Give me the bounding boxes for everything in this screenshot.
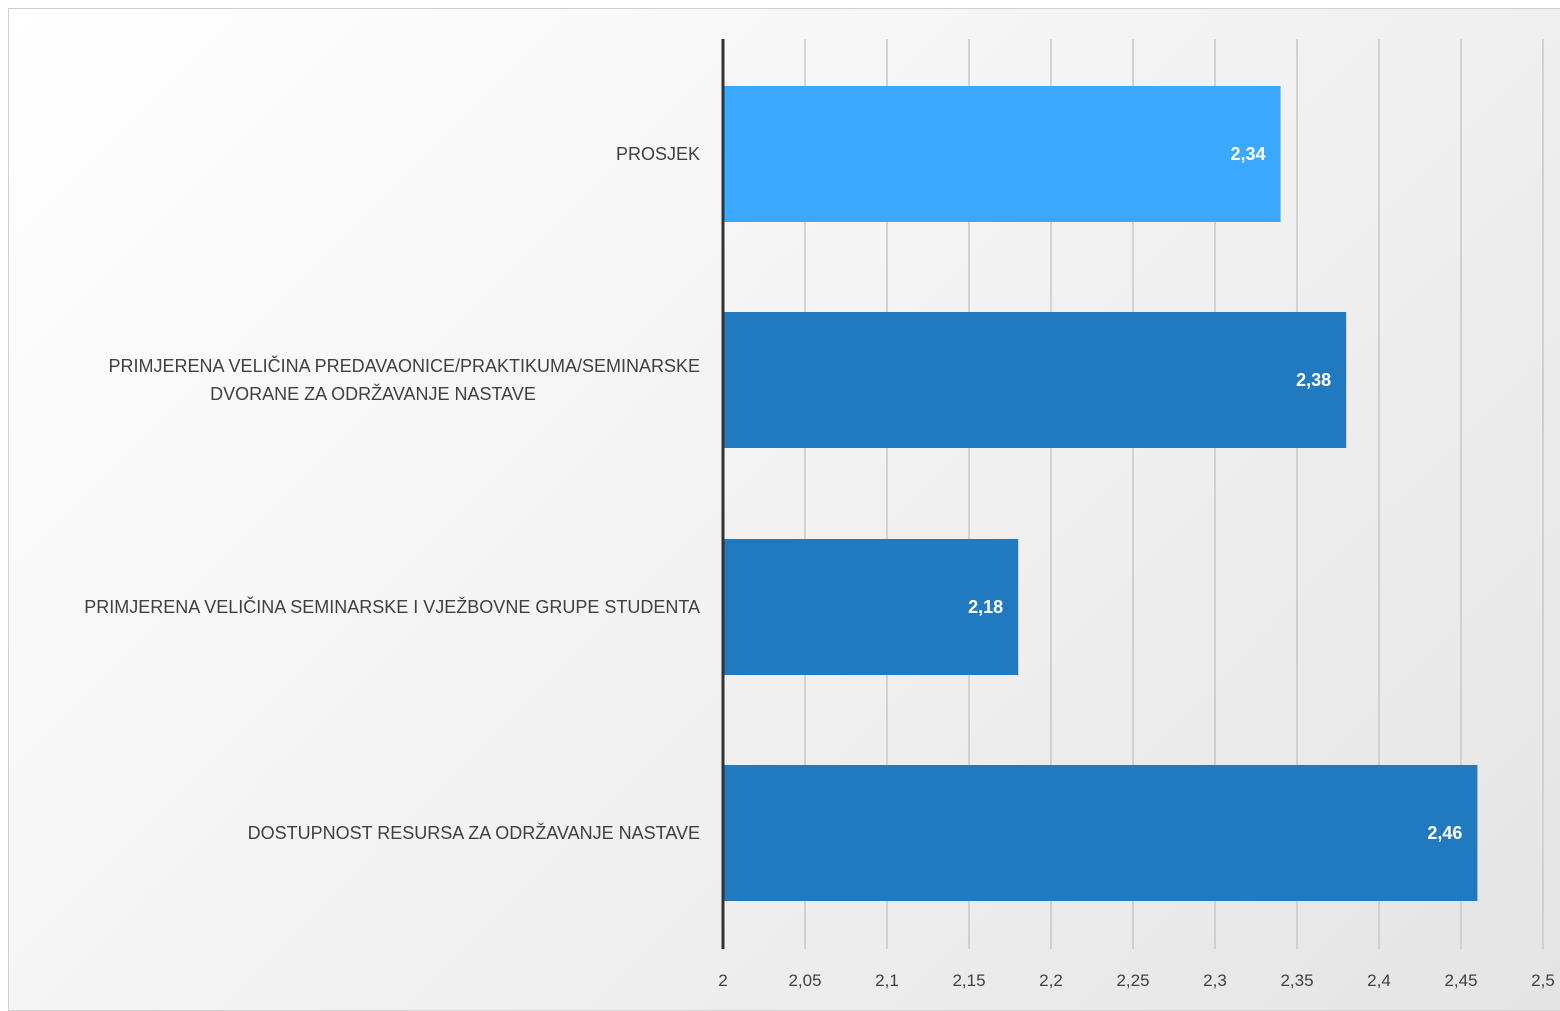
x-tick-label: 2,5 [1531, 971, 1555, 990]
bar-3 [723, 539, 1019, 675]
bar-chart: 2,34 PROSJEK 2,38 PRIMJERENA VELIČINA PREDA… [84, 39, 1555, 990]
x-tick-label: 2,05 [788, 971, 821, 990]
data-label: 2,18 [968, 597, 1003, 617]
x-tick-label: 2,15 [952, 971, 985, 990]
x-tick-label: 2,4 [1367, 971, 1391, 990]
category-label: DOSTUPNOST RESURSA ZA ODRŽAVANJE NASTAVE [248, 823, 700, 843]
x-tick-label: 2,1 [875, 971, 899, 990]
x-tick-label: 2,25 [1116, 971, 1149, 990]
chart-area: 2,34 PROSJEK 2,38 PRIMJERENA VELIČINA PREDA… [8, 8, 1560, 1011]
data-label: 2,34 [1231, 144, 1266, 164]
category-label: DVORANE ZA ODRŽAVANJE NASTAVE [210, 384, 536, 404]
x-tick-label: 2,45 [1444, 971, 1477, 990]
category-label: PRIMJERENA VELIČINA PREDAVAONICE/PRAKTIK… [109, 355, 700, 376]
x-tick-label: 2,2 [1039, 971, 1063, 990]
category-label: PRIMJERENA VELIČINA SEMINARSKE I VJEŽBOV… [84, 596, 700, 617]
bar-1 [723, 86, 1281, 222]
x-tick-label: 2,35 [1280, 971, 1313, 990]
data-label: 2,38 [1296, 370, 1331, 390]
x-tick-label: 2,3 [1203, 971, 1227, 990]
x-tick-label: 2 [718, 971, 727, 990]
bar-2 [723, 312, 1347, 448]
category-label: PROSJEK [616, 144, 700, 164]
bar-4 [723, 765, 1478, 901]
data-label: 2,46 [1427, 823, 1462, 843]
